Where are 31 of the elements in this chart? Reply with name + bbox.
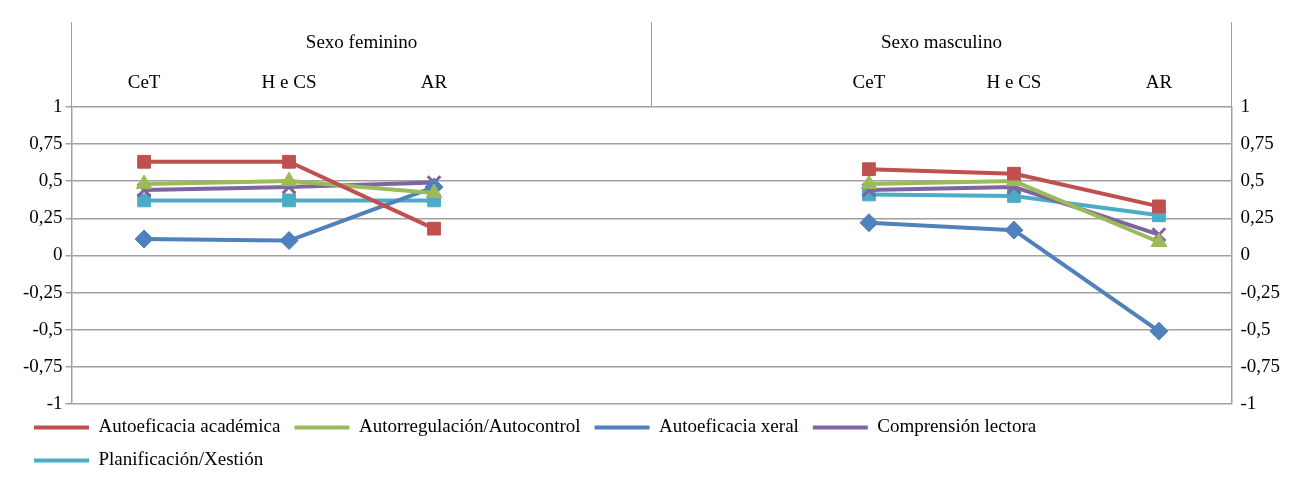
x-tick-label: CeT: [127, 71, 161, 93]
x-tick-label: AR: [1145, 71, 1173, 93]
legend-label: Planificación/Xestión: [98, 448, 264, 470]
y2-tick-label: -0,75: [1240, 354, 1280, 376]
y-tick-label: 1: [53, 94, 63, 116]
legend-label: Autoeficacia xeral: [659, 415, 799, 437]
legend-label: Autoeficacia académica: [98, 415, 282, 437]
y-tick-label: -0,25: [23, 280, 63, 302]
x-tick-label: H e CS: [986, 71, 1042, 93]
x-tick-label: CeT: [852, 71, 886, 93]
legend-label: Autorregulación/Autocontrol: [358, 415, 581, 437]
y2-tick-label: 0,25: [1240, 206, 1274, 228]
y2-tick-label: 0,5: [1240, 169, 1265, 191]
y-tick-label: 0,5: [38, 169, 63, 191]
y-tick-label: -0,75: [23, 354, 63, 376]
y2-tick-label: -1: [1240, 391, 1257, 413]
y2-tick-label: -0,25: [1240, 280, 1280, 302]
y-tick-label: 0: [53, 243, 63, 265]
y2-tick-label: 0,75: [1240, 131, 1274, 153]
legend-label: Comprensión lectora: [877, 415, 1037, 437]
y-tick-label: -1: [46, 391, 63, 413]
y-tick-label: 0,25: [29, 206, 63, 228]
y2-tick-label: 0: [1240, 243, 1250, 265]
x-tick-label: AR: [420, 71, 448, 93]
y2-tick-label: -0,5: [1240, 317, 1271, 339]
y-tick-label: 0,75: [29, 131, 63, 153]
x-tick-label: H e CS: [261, 71, 317, 93]
text: Sexo feminino: [305, 30, 418, 52]
text: Sexo masculino: [881, 30, 1002, 52]
y2-tick-label: 1: [1240, 94, 1250, 116]
y-tick-label: -0,5: [32, 317, 63, 339]
